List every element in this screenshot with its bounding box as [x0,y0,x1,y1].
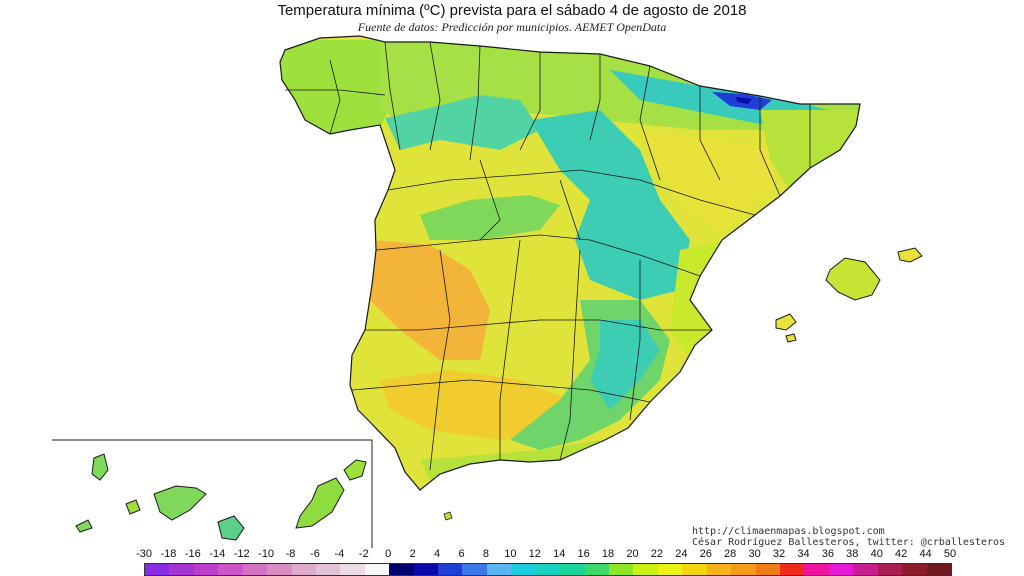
legend-swatch [242,564,268,575]
legend-tick-label: -8 [285,548,296,560]
legend-tick-label: 24 [675,548,688,560]
legend-tick-label: -18 [160,548,177,560]
legend-swatch [535,564,561,575]
legend-swatch [169,564,194,575]
legend-swatch [804,564,829,575]
legend-tick-label: 20 [626,548,639,560]
legend-swatch [926,564,951,575]
legend-swatch [633,564,658,575]
legend-tick-label: 30 [748,548,761,560]
temperature-legend: -30 -18 -16 -14 -12 -10 -8 -6 -4 -2 0 2 4 6 8 10 12 14 16 1… [0,548,1024,576]
legend-swatch [267,564,292,575]
legend-swatch [315,564,341,575]
legend-tick-label: 32 [772,548,786,560]
ceuta [443,511,453,521]
zone-iberian-system-cold [530,110,690,300]
legend-swatch [291,564,316,575]
canary-inset-frame [52,439,373,548]
map-subtitle: Fuente de datos: Predicción por municipi… [357,20,667,34]
legend-tick-label: -6 [310,548,320,560]
legend-swatch [853,564,878,575]
legend-swatch [682,564,707,575]
legend-swatch [364,564,390,575]
legend-tick-label: -10 [258,548,275,560]
island-la-palma [91,453,109,481]
temperature-map [52,35,923,548]
legend-swatch [877,564,903,575]
legend-swatch [486,564,512,575]
credit-author: César Rodríguez Ballesteros, twitter: @c… [692,537,1006,548]
legend-swatch [902,564,927,575]
legend-swatch [828,564,854,575]
legend-tick-label: -4 [334,548,345,560]
legend-tick-label: 38 [846,548,859,560]
zone-betic-cold [590,320,660,410]
legend-tick-label: 8 [482,548,489,560]
legend-tick-label: -12 [233,548,250,560]
zone-cantabrian-cold [385,95,540,150]
legend-tick-label: 16 [577,548,590,560]
legend-tick-label: 18 [601,548,615,560]
legend-tick-label: 34 [797,548,810,560]
legend-colorbar [144,563,952,576]
legend-swatch [193,564,219,575]
legend-tick-label: 0 [385,548,392,560]
island-mallorca [825,257,881,301]
legend-tick-label: 22 [650,548,664,560]
legend-swatch [706,564,732,575]
zone-valencia-coast [670,240,730,360]
legend-tick-label: 4 [434,548,441,560]
legend-swatch [511,564,536,575]
legend-tick-label: -14 [209,548,226,560]
island-formentera [785,333,797,343]
legend-swatch [657,564,683,575]
legend-tick-label: 10 [504,548,517,560]
legend-tick-label: 28 [724,548,737,560]
legend-swatch [584,564,610,575]
legend-swatch [731,564,756,575]
legend-tick-label: -30 [136,548,152,560]
legend-tick-label: 40 [870,548,883,560]
legend-tick-label: 50 [943,548,957,560]
island-tenerife [153,485,207,521]
zone-central-system [420,195,560,240]
legend-swatch [340,564,365,575]
legend-tick-label: 42 [895,548,908,560]
province-borders [285,41,811,471]
legend-tick-label: 12 [528,548,541,560]
island-menorca [897,247,923,263]
legend-swatch [145,564,170,575]
legend-swatch [413,564,439,575]
legend-tick-label: 44 [919,548,932,560]
legend-swatch [438,564,463,575]
island-fuerteventura [295,477,345,529]
island-gran-canaria [217,515,245,541]
legend-swatch [560,564,585,575]
legend-tick-label: 36 [821,548,834,560]
legend-tick-label: -2 [358,548,369,560]
legend-tick-label: 6 [458,548,465,560]
legend-swatch [218,564,243,575]
zone-pyrenees-coldest-2 [735,97,752,104]
legend-swatch [755,564,780,575]
legend-tick-label: -16 [184,548,201,560]
map-title: Temperatura mínima (ºC) prevista para el… [277,2,747,19]
legend-tick-label: 26 [699,548,712,560]
legend-swatch [462,564,487,575]
peninsula-coastline [279,35,861,491]
zone-ebro-warm [640,130,780,230]
legend-swatch [609,564,634,575]
zone-guadalquivir [380,370,570,440]
legend-swatch [389,564,414,575]
credit-blog-url: http://climaenmapas.blogspot.com [692,526,885,537]
island-ibiza [775,313,797,331]
legend-tick-label: 2 [409,548,416,560]
island-lanzarote [343,459,367,481]
island-la-gomera [125,499,141,515]
island-el-hierro [75,519,93,533]
legend-swatch [779,564,805,575]
legend-tick-label: 14 [553,548,566,560]
